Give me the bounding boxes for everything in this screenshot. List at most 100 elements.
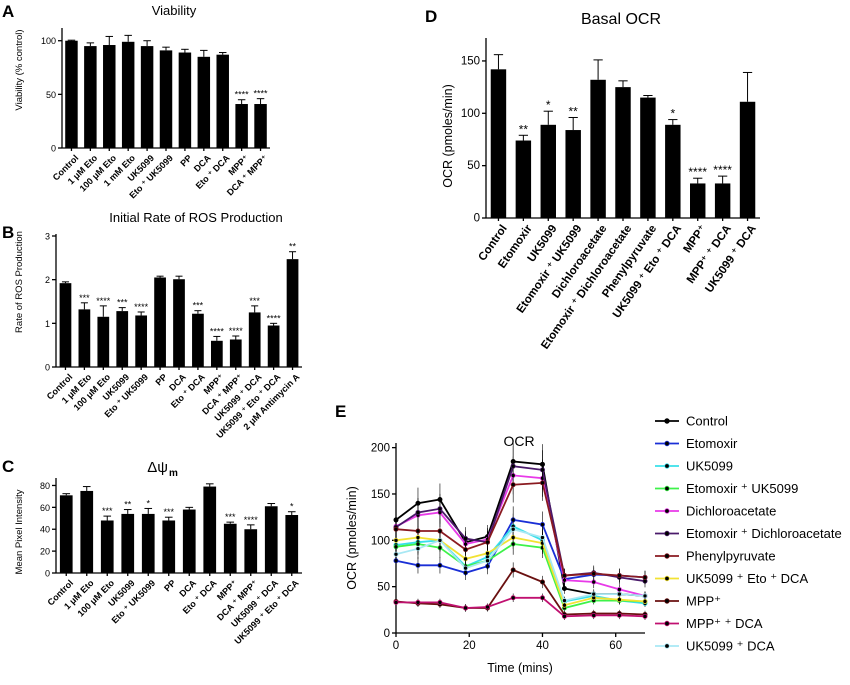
legend-marker bbox=[664, 575, 670, 582]
data-point bbox=[415, 562, 421, 568]
y-tick-label: 200 bbox=[371, 443, 390, 455]
y-tick-label: 0 bbox=[51, 144, 56, 154]
data-point bbox=[393, 537, 399, 543]
x-tick-label: 40 bbox=[536, 640, 549, 652]
bar bbox=[565, 130, 581, 218]
panel-e-ocr-timecourse-chart: E OCR OCR (pmoles/min) Time (mins) 0 50 10… bbox=[335, 402, 842, 675]
data-point bbox=[415, 510, 421, 516]
data-point bbox=[642, 593, 648, 599]
y-tick-label: 60 bbox=[40, 503, 50, 513]
panel-letter-a: A bbox=[2, 2, 14, 21]
data-point bbox=[539, 579, 545, 585]
bar bbox=[162, 520, 176, 573]
panel-b-ros-chart: B Initial Rate of ROS Production Rate of… bbox=[2, 210, 302, 440]
data-point bbox=[463, 565, 469, 571]
y-tick-label: 80 bbox=[40, 481, 50, 491]
chart-title: Initial Rate of ROS Production bbox=[109, 210, 282, 225]
bar bbox=[665, 124, 681, 218]
significance-label: **** bbox=[713, 163, 732, 177]
y-tick-label: 0 bbox=[474, 213, 480, 225]
data-point bbox=[561, 598, 567, 604]
legend-label: MPP⁺ bbox=[686, 594, 721, 609]
data-point bbox=[616, 573, 622, 579]
data-point bbox=[437, 562, 443, 568]
legend: Control Etomoxir UK5099 Etomoxir ⁺ UK5099 Di… bbox=[655, 414, 842, 654]
bar bbox=[141, 513, 155, 573]
bar bbox=[264, 506, 278, 573]
bar bbox=[173, 279, 185, 367]
y-tick-label: 0 bbox=[384, 628, 390, 640]
bar bbox=[100, 520, 114, 573]
significance-label: **** bbox=[254, 89, 269, 99]
bar bbox=[116, 311, 129, 367]
data-point bbox=[561, 613, 567, 619]
chart-title-subscript: m bbox=[169, 468, 178, 479]
legend-marker bbox=[664, 620, 670, 627]
legend-label: MPP⁺ ⁺ DCA bbox=[686, 616, 763, 631]
x-tick-label: 20 bbox=[463, 640, 476, 652]
y-tick-label: 100 bbox=[371, 535, 390, 547]
significance-label: *** bbox=[249, 296, 260, 306]
bar bbox=[103, 45, 116, 148]
series-line bbox=[395, 568, 646, 616]
y-axis-label: Mean Pixel Intensity bbox=[14, 489, 25, 574]
data-point bbox=[485, 539, 491, 545]
panel-c-membrane-potential-chart: C Δψ m Mean Pixel Intensity 020406080Con… bbox=[2, 457, 302, 646]
data-point bbox=[539, 535, 545, 541]
significance-label: *** bbox=[193, 301, 204, 311]
bar bbox=[97, 316, 110, 367]
bar bbox=[235, 104, 248, 148]
data-point bbox=[393, 551, 399, 557]
significance-label: **** bbox=[267, 313, 282, 323]
series-line bbox=[395, 474, 646, 597]
y-tick-label: 2 bbox=[45, 275, 50, 285]
bar bbox=[80, 490, 94, 573]
bar bbox=[154, 277, 166, 367]
legend-label: Dichloroacetate bbox=[686, 504, 776, 519]
y-tick-label: 50 bbox=[377, 582, 390, 594]
data-point bbox=[437, 537, 443, 543]
chart-title: Δψ bbox=[147, 459, 168, 476]
legend-label: Phenylpyruvate bbox=[686, 549, 776, 564]
bar bbox=[59, 495, 73, 573]
significance-label: * bbox=[546, 98, 551, 112]
significance-label: ** bbox=[519, 122, 529, 136]
data-point bbox=[616, 612, 622, 618]
data-point bbox=[561, 573, 567, 579]
plot-area: 050100150Control**Etomoxir*UK5099**Etomo… bbox=[461, 38, 760, 352]
bar bbox=[640, 97, 656, 218]
significance-label: *** bbox=[163, 507, 174, 517]
data-point bbox=[591, 612, 597, 618]
bar bbox=[515, 140, 532, 218]
x-tick-label: 0 bbox=[393, 640, 399, 652]
data-point bbox=[463, 605, 469, 611]
bar bbox=[267, 325, 280, 367]
series-line bbox=[395, 536, 646, 607]
legend-label: Control bbox=[686, 414, 728, 429]
legend-label: UK5099 bbox=[686, 459, 733, 474]
y-tick-label: 150 bbox=[461, 55, 480, 67]
bar bbox=[65, 40, 78, 148]
significance-label: **** bbox=[134, 302, 149, 312]
bar bbox=[254, 104, 267, 148]
data-point bbox=[539, 480, 545, 486]
significance-label: *** bbox=[79, 293, 90, 303]
significance-label: *** bbox=[117, 298, 128, 308]
significance-label: * bbox=[290, 502, 294, 512]
y-tick-label: 3 bbox=[45, 232, 50, 242]
x-tick-label: 60 bbox=[609, 640, 622, 652]
bar bbox=[78, 309, 91, 367]
y-tick-label: 0 bbox=[45, 363, 50, 373]
bar bbox=[540, 124, 556, 218]
panel-a-viability-chart: A Viability Viability (% control) 0 50 100… bbox=[2, 2, 270, 200]
bar bbox=[159, 50, 173, 148]
bar bbox=[714, 183, 731, 218]
bar bbox=[739, 101, 756, 218]
legend-marker bbox=[664, 463, 670, 469]
bar bbox=[192, 313, 204, 367]
bar bbox=[197, 56, 211, 149]
bar bbox=[182, 509, 196, 573]
bar bbox=[615, 87, 631, 218]
